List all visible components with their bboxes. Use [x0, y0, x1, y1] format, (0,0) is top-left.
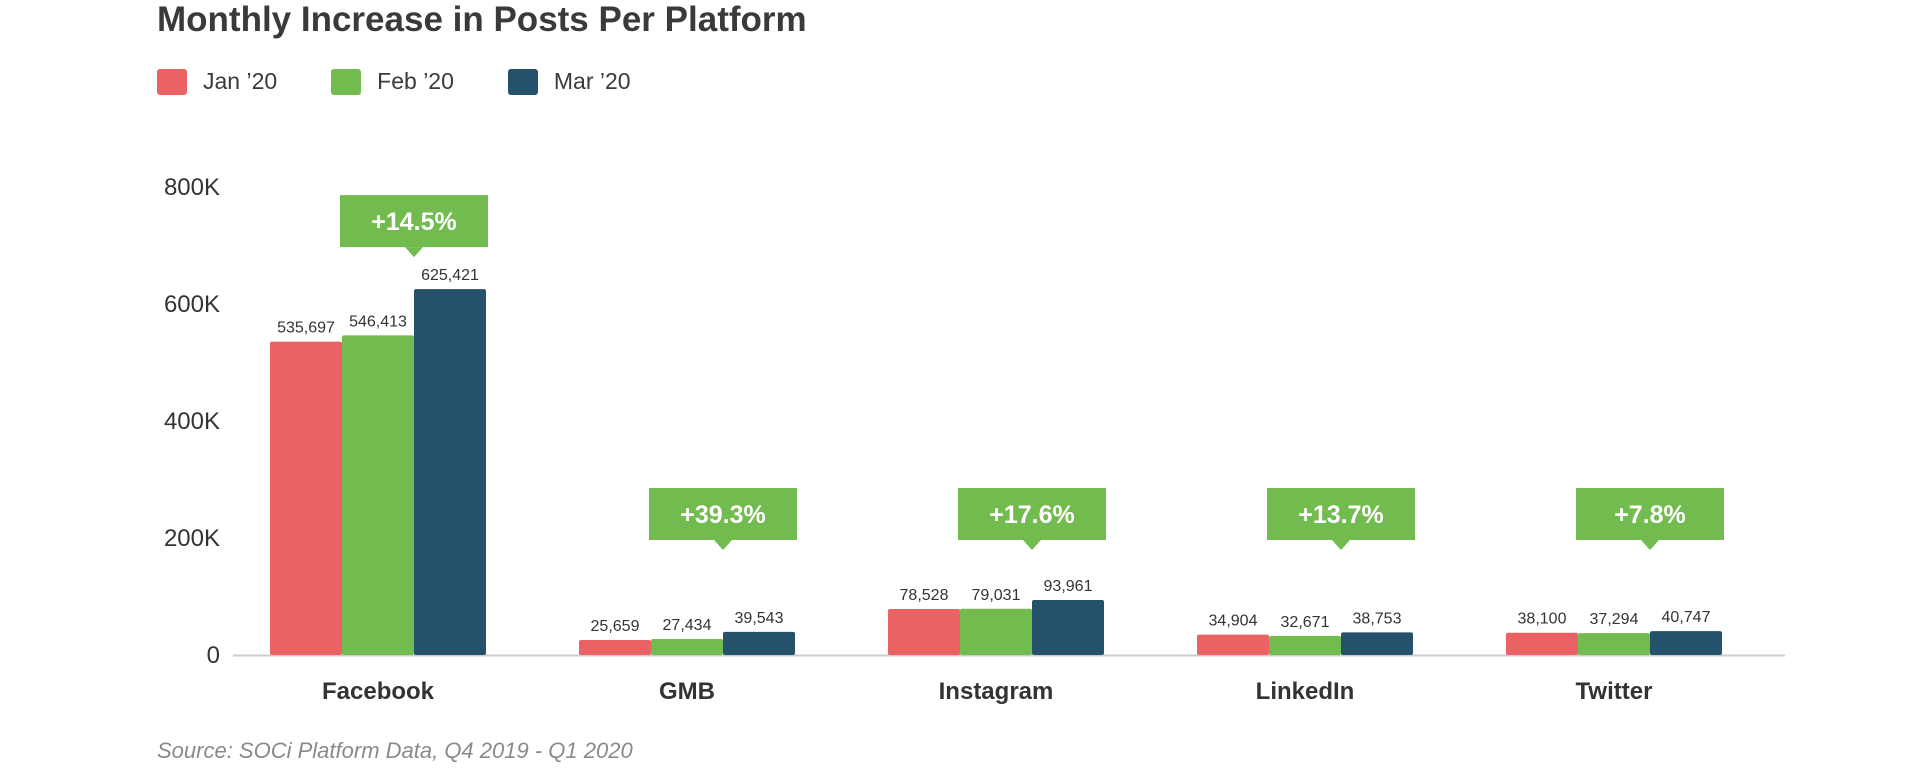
callout-pointer	[1332, 540, 1350, 550]
y-tick-label: 400K	[164, 408, 220, 435]
legend-item-jan: Jan ’20	[157, 68, 277, 95]
bar	[579, 639, 651, 655]
legend-swatch-jan	[157, 68, 187, 95]
data-label: 535,697	[277, 320, 335, 337]
callout-label: +14.5%	[371, 208, 457, 236]
data-label: 625,421	[421, 267, 479, 284]
callout-box	[1267, 488, 1415, 540]
callout-pointer	[1641, 540, 1659, 550]
data-label: 38,100	[1518, 611, 1567, 628]
data-label: 32,671	[1281, 614, 1330, 631]
data-label: 34,904	[1209, 613, 1258, 630]
callout-pointer	[1023, 540, 1041, 550]
bar	[960, 608, 1032, 655]
callout-box	[1576, 488, 1724, 540]
bar	[651, 638, 723, 655]
bar	[270, 341, 342, 655]
data-label: 38,753	[1353, 610, 1402, 627]
x-tick-label: Twitter	[1576, 678, 1653, 705]
legend-swatch-feb	[331, 68, 362, 95]
source-note: Source: SOCi Platform Data, Q4 2019 - Q1…	[157, 738, 633, 763]
legend-label-jan: Jan ’20	[203, 68, 278, 94]
y-tick-label: 200K	[164, 525, 220, 552]
x-tick-label: Instagram	[939, 678, 1054, 705]
callout-pointer	[405, 247, 423, 258]
bar	[342, 335, 414, 655]
legend-label-mar: Mar ’20	[553, 68, 631, 94]
callout-label: +17.6%	[989, 501, 1075, 529]
data-label: 25,659	[591, 618, 640, 635]
data-label: 78,528	[900, 587, 949, 604]
legend-label-feb: Feb ’20	[377, 68, 454, 94]
chart-title: Monthly Increase in Posts Per Platform	[157, 0, 807, 39]
data-label: 39,543	[735, 610, 784, 627]
callout-label: +13.7%	[1298, 501, 1384, 529]
data-label: 546,413	[349, 313, 407, 330]
bar	[414, 289, 486, 655]
bar	[1197, 634, 1269, 655]
bar	[1269, 635, 1341, 655]
callout-box	[340, 195, 488, 248]
x-tick-label: Facebook	[322, 678, 435, 705]
callout-label: +39.3%	[680, 501, 766, 529]
data-label: 37,294	[1590, 611, 1639, 628]
data-label: 27,434	[663, 617, 712, 634]
y-tick-label: 800K	[164, 174, 220, 201]
x-tick-label: GMB	[659, 678, 715, 705]
bar	[1032, 600, 1104, 655]
callout-pointer	[714, 540, 732, 550]
callout-label: +7.8%	[1614, 501, 1686, 529]
bar	[888, 609, 960, 655]
legend-item-mar: Mar ’20	[507, 68, 631, 95]
x-tick-label: LinkedIn	[1256, 678, 1355, 705]
data-label: 40,747	[1662, 609, 1711, 626]
callout-box	[649, 488, 797, 540]
y-tick-label: 0	[207, 642, 220, 669]
data-label: 93,961	[1044, 578, 1093, 595]
bar	[723, 631, 795, 655]
bar	[1506, 632, 1578, 655]
bar	[1650, 631, 1722, 655]
data-label: 79,031	[972, 587, 1021, 604]
y-tick-label: 600K	[164, 291, 220, 318]
legend: Jan ’20 Feb ’20 Mar ’20	[157, 68, 685, 95]
bar	[1341, 632, 1413, 655]
legend-swatch-mar	[507, 68, 538, 95]
legend-item-feb: Feb ’20	[331, 68, 454, 95]
bar	[1578, 633, 1650, 655]
callout-box	[958, 488, 1106, 540]
